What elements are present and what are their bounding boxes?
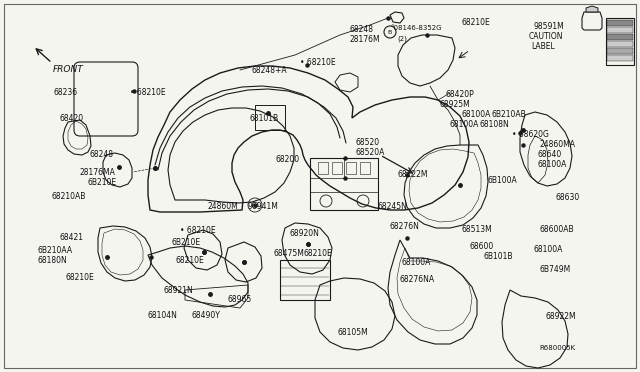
- Text: • 68210E: • 68210E: [180, 226, 216, 235]
- Text: 68520A: 68520A: [356, 148, 385, 157]
- Text: 68640: 68640: [537, 150, 561, 159]
- Text: R680005K: R680005K: [539, 345, 575, 351]
- Text: 68104N: 68104N: [148, 311, 178, 320]
- Text: (2): (2): [397, 35, 407, 42]
- Text: 68210E: 68210E: [65, 273, 93, 282]
- Text: 68965: 68965: [228, 295, 252, 304]
- Text: 68248+A: 68248+A: [252, 66, 287, 75]
- Text: 68101B: 68101B: [250, 114, 279, 123]
- Text: 68200: 68200: [275, 155, 299, 164]
- Text: 68921N: 68921N: [163, 286, 193, 295]
- Text: 68421: 68421: [60, 233, 84, 242]
- Text: 68108N: 68108N: [480, 120, 509, 129]
- Polygon shape: [607, 41, 633, 47]
- Text: 68100A: 68100A: [534, 245, 563, 254]
- Text: 68210E: 68210E: [304, 249, 333, 258]
- Text: • 68210E: • 68210E: [300, 58, 335, 67]
- Text: 6B210E: 6B210E: [171, 238, 200, 247]
- Text: 68922M: 68922M: [545, 312, 575, 321]
- Polygon shape: [586, 6, 598, 12]
- Polygon shape: [607, 27, 633, 33]
- Text: 24860M: 24860M: [208, 202, 239, 211]
- Text: 6B101B: 6B101B: [484, 252, 513, 261]
- Text: °08146-8352G: °08146-8352G: [390, 25, 442, 31]
- Text: 68248: 68248: [90, 150, 114, 159]
- Text: 68245N: 68245N: [378, 202, 408, 211]
- Text: 6B210AB: 6B210AB: [492, 110, 527, 119]
- Text: 6B100A: 6B100A: [487, 176, 516, 185]
- Text: 68520: 68520: [356, 138, 380, 147]
- Text: 68920N: 68920N: [290, 229, 320, 238]
- Text: 68490Y: 68490Y: [192, 311, 221, 320]
- Text: 68475M: 68475M: [273, 249, 304, 258]
- Text: LABEL: LABEL: [531, 42, 555, 51]
- Text: 96941M: 96941M: [248, 202, 279, 211]
- Text: 68630: 68630: [556, 193, 580, 202]
- Polygon shape: [607, 20, 633, 26]
- Text: 6B210AA: 6B210AA: [37, 246, 72, 255]
- Text: 68600: 68600: [470, 242, 494, 251]
- Text: 68210AB: 68210AB: [52, 192, 86, 201]
- Polygon shape: [607, 34, 633, 40]
- Text: 68420: 68420: [60, 114, 84, 123]
- Text: 98591M: 98591M: [533, 22, 564, 31]
- Text: 68236: 68236: [54, 88, 78, 97]
- Text: 68513M: 68513M: [462, 225, 493, 234]
- Text: 24860MA: 24860MA: [540, 140, 576, 149]
- Text: 68100A: 68100A: [450, 120, 479, 129]
- Text: 68100A: 68100A: [402, 258, 431, 267]
- Text: 68420P: 68420P: [446, 90, 475, 99]
- Text: 68180N: 68180N: [37, 256, 67, 265]
- Text: 68100A: 68100A: [537, 160, 566, 169]
- Text: 68925M: 68925M: [440, 100, 471, 109]
- Text: • 68210E: • 68210E: [130, 88, 166, 97]
- Polygon shape: [607, 48, 633, 54]
- Text: 68276NA: 68276NA: [400, 275, 435, 284]
- Polygon shape: [607, 55, 633, 61]
- Text: FRONT: FRONT: [53, 65, 84, 74]
- Text: 28176M: 28176M: [350, 35, 381, 44]
- Text: 68122M: 68122M: [398, 170, 429, 179]
- Text: CAUTION: CAUTION: [529, 32, 563, 41]
- Text: 68600AB: 68600AB: [540, 225, 575, 234]
- Text: 68210E: 68210E: [462, 18, 491, 27]
- Text: 6B749M: 6B749M: [539, 265, 570, 274]
- Text: 68105M: 68105M: [338, 328, 369, 337]
- Text: 68276N: 68276N: [390, 222, 420, 231]
- Text: 68248: 68248: [350, 25, 374, 34]
- Text: 68210E: 68210E: [175, 256, 204, 265]
- Text: • 68620G: • 68620G: [512, 130, 549, 139]
- Text: 6B210E: 6B210E: [87, 178, 116, 187]
- Text: 28176MA: 28176MA: [80, 168, 116, 177]
- Text: B: B: [388, 29, 392, 35]
- Text: 68100A: 68100A: [462, 110, 492, 119]
